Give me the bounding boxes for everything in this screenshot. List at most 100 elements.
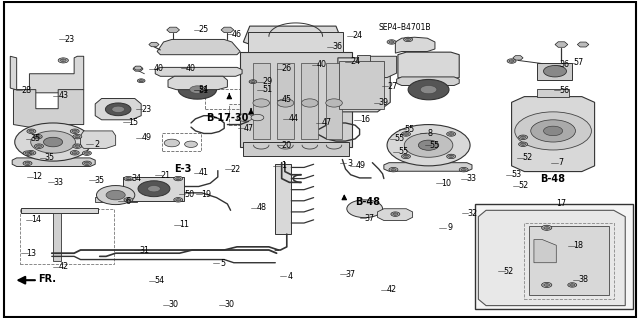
Circle shape [15, 123, 92, 161]
Circle shape [420, 85, 437, 94]
Circle shape [419, 140, 439, 150]
Circle shape [449, 133, 454, 135]
Text: 24: 24 [198, 85, 209, 94]
Bar [240, 51, 352, 147]
Text: E-3: E-3 [174, 164, 191, 174]
Text: 45: 45 [282, 95, 292, 104]
Bar [301, 63, 318, 139]
Circle shape [84, 162, 90, 165]
Polygon shape [149, 42, 159, 47]
Circle shape [460, 167, 468, 172]
Circle shape [184, 141, 197, 147]
Circle shape [404, 133, 453, 157]
Circle shape [541, 225, 552, 230]
Polygon shape [10, 56, 84, 93]
Bar [124, 177, 184, 201]
Circle shape [106, 103, 131, 116]
Text: 15: 15 [129, 117, 139, 127]
Bar [229, 104, 273, 124]
Text: 47: 47 [321, 118, 332, 128]
Text: 8: 8 [428, 129, 433, 138]
Circle shape [112, 106, 125, 113]
Text: 29: 29 [262, 77, 273, 86]
Text: 43: 43 [58, 92, 68, 100]
Text: 37: 37 [346, 270, 356, 279]
Text: 36: 36 [332, 42, 342, 51]
Circle shape [541, 282, 552, 287]
Bar [357, 55, 370, 80]
Text: 12: 12 [32, 173, 42, 182]
Text: 6: 6 [126, 197, 131, 206]
Circle shape [75, 135, 80, 138]
Text: 41: 41 [199, 168, 209, 177]
Bar [21, 208, 98, 213]
Polygon shape [81, 131, 116, 148]
Circle shape [347, 200, 383, 218]
Circle shape [531, 120, 575, 142]
Circle shape [253, 99, 269, 107]
Circle shape [507, 59, 516, 63]
Polygon shape [511, 97, 595, 172]
Polygon shape [134, 66, 143, 70]
Text: 51: 51 [198, 86, 209, 95]
Polygon shape [555, 42, 568, 47]
Circle shape [33, 134, 42, 139]
Bar [248, 33, 343, 51]
Text: 17: 17 [556, 199, 566, 208]
Circle shape [97, 186, 135, 204]
Text: 13: 13 [26, 249, 36, 258]
Circle shape [70, 129, 79, 133]
Text: 47: 47 [243, 124, 253, 133]
Circle shape [277, 99, 294, 107]
Circle shape [404, 155, 408, 158]
Circle shape [73, 134, 82, 139]
Circle shape [387, 124, 470, 166]
Text: 53: 53 [511, 170, 522, 179]
Text: 55: 55 [404, 125, 415, 134]
Bar [277, 63, 294, 139]
Text: B-48: B-48 [541, 174, 566, 183]
Circle shape [515, 112, 591, 150]
Polygon shape [397, 77, 460, 85]
Text: 4: 4 [287, 271, 292, 281]
Circle shape [543, 126, 563, 136]
Circle shape [124, 176, 133, 181]
Circle shape [520, 136, 525, 138]
Circle shape [237, 114, 252, 122]
Circle shape [570, 284, 575, 286]
Text: 40: 40 [186, 63, 196, 72]
Bar [326, 63, 342, 139]
Text: 19: 19 [201, 190, 211, 199]
Circle shape [75, 145, 80, 147]
Circle shape [447, 154, 456, 159]
Polygon shape [167, 27, 179, 33]
Circle shape [73, 144, 82, 148]
Circle shape [544, 226, 550, 229]
Text: 28: 28 [21, 86, 31, 95]
Text: 30: 30 [168, 300, 178, 309]
Text: 7: 7 [559, 158, 564, 167]
Bar [20, 209, 115, 264]
Text: 39: 39 [379, 99, 389, 108]
Circle shape [176, 199, 180, 201]
Bar [243, 142, 349, 156]
Text: 52: 52 [518, 181, 528, 190]
Circle shape [25, 152, 30, 154]
Text: 44: 44 [288, 114, 298, 123]
Polygon shape [478, 210, 625, 306]
Circle shape [518, 135, 527, 139]
Text: 10: 10 [442, 179, 451, 188]
Circle shape [29, 152, 34, 154]
Bar [253, 63, 269, 139]
Text: 20: 20 [282, 141, 292, 150]
Bar [205, 89, 253, 109]
Circle shape [518, 142, 527, 146]
Circle shape [58, 58, 68, 63]
Circle shape [520, 143, 525, 145]
Text: B-17-30: B-17-30 [206, 113, 248, 123]
Circle shape [326, 99, 342, 107]
Text: 56: 56 [559, 86, 569, 95]
Bar [537, 63, 572, 80]
Text: 31: 31 [140, 246, 149, 255]
Text: 16: 16 [360, 115, 370, 124]
